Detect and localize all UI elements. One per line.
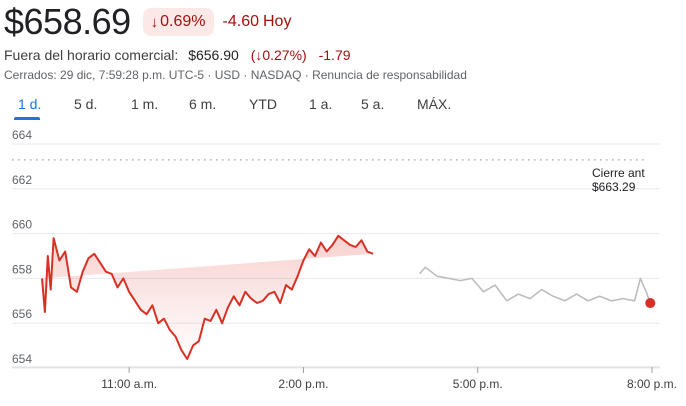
arrow-down-icon: ↓ <box>150 13 159 31</box>
x-axis: 11:00 a.m. 2:00 p.m. 5:00 p.m. 8:00 p.m. <box>101 367 677 391</box>
y-tick-label: 660 <box>12 218 32 232</box>
tab-6m[interactable]: 6 m. <box>189 96 217 112</box>
percent-change-badge: ↓ 0.69% <box>142 8 214 36</box>
previous-close-label: Cierre ant <box>592 166 645 180</box>
y-axis: 664 662 660 658 656 654 <box>12 128 32 366</box>
chart-grid <box>12 143 660 369</box>
quote-header: $658.69 ↓ 0.69% -4.60 Hoy <box>4 0 291 44</box>
tab-1m[interactable]: 1 m. <box>131 96 159 112</box>
y-tick-label: 658 <box>12 262 32 276</box>
y-tick-label: 656 <box>12 307 32 321</box>
x-tick-label: 2:00 p.m. <box>278 377 328 391</box>
tab-1d[interactable]: 1 d. <box>18 96 42 112</box>
regular-session-area <box>42 235 374 359</box>
absolute-change: -4.60 Hoy <box>223 13 292 31</box>
after-hours-percent: (↓0.27%) <box>250 47 307 63</box>
x-tick-label: 5:00 p.m. <box>453 377 503 391</box>
tab-1y[interactable]: 1 a. <box>309 96 333 112</box>
previous-close-value: $663.29 <box>592 180 636 194</box>
y-tick-label: 654 <box>12 352 32 366</box>
market-status-line: Cerrados: 29 dic, 7:59:28 p.m. UTC-5 · U… <box>4 68 467 82</box>
last-price-dot <box>645 298 656 309</box>
tab-5y[interactable]: 5 a. <box>361 96 385 112</box>
after-hours-price: $656.90 <box>188 47 239 63</box>
price-chart[interactable]: 664 662 660 658 656 654 Cierre ant $663.29 11… <box>0 120 686 406</box>
regular-session-line <box>41 234 374 360</box>
absolute-change-value: -4.60 <box>222 13 259 30</box>
x-tick-label: 8:00 p.m. <box>627 377 677 391</box>
period-label: Hoy <box>262 13 292 30</box>
after-hours-row: Fuera del horario comercial: $656.90 (↓0… <box>4 47 351 63</box>
after-hours-line <box>418 266 652 304</box>
x-tick-label: 11:00 a.m. <box>101 377 157 391</box>
y-tick-label: 662 <box>12 173 32 187</box>
tab-ytd[interactable]: YTD <box>249 96 277 112</box>
after-hours-change: -1.79 <box>318 47 351 63</box>
current-price: $658.69 <box>4 1 131 42</box>
after-hours-label: Fuera del horario comercial: <box>4 47 179 63</box>
percent-change-value: 0.69% <box>160 13 206 30</box>
y-tick-label: 664 <box>12 128 32 142</box>
tab-max[interactable]: MÁX. <box>417 96 452 112</box>
tab-5d[interactable]: 5 d. <box>74 96 98 112</box>
active-tab-indicator <box>14 117 40 120</box>
